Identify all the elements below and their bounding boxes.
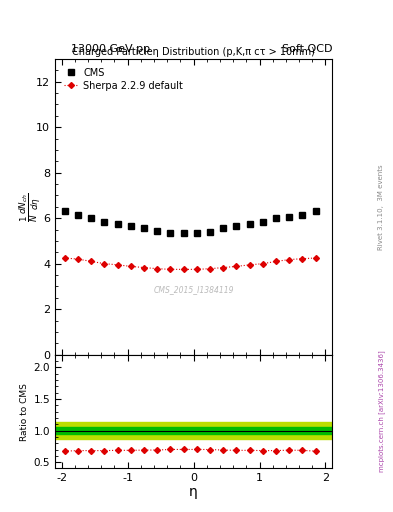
Sherpa 2.2.9 default <box>313 255 318 261</box>
Title: Charged Particleη Distribution (p,K,π cτ > 10mm): Charged Particleη Distribution (p,K,π cτ… <box>72 47 315 57</box>
Sherpa 2.2.9 default <box>89 259 94 265</box>
CMS <box>102 219 107 225</box>
Sherpa 2.2.9 default <box>221 265 226 271</box>
Text: mcplots.cern.ch [arXiv:1306.3436]: mcplots.cern.ch [arXiv:1306.3436] <box>378 351 385 473</box>
CMS <box>195 230 199 236</box>
Sherpa 2.2.9 default <box>155 266 160 272</box>
Sherpa 2.2.9 default <box>168 266 173 272</box>
Sherpa 2.2.9 default <box>274 259 278 265</box>
Sherpa 2.2.9 default <box>76 256 81 262</box>
Bar <box>55 422 332 439</box>
Sherpa 2.2.9 default <box>129 263 133 269</box>
Sherpa 2.2.9 default <box>300 255 305 262</box>
Sherpa 2.2.9 default <box>195 266 199 272</box>
Line: CMS: CMS <box>61 208 319 237</box>
Legend: CMS, Sherpa 2.2.9 default: CMS, Sherpa 2.2.9 default <box>60 63 187 94</box>
Sherpa 2.2.9 default <box>102 261 107 267</box>
CMS <box>274 215 278 221</box>
Y-axis label: $\frac{1}{N}\frac{dN_{ch}}{d\eta}$: $\frac{1}{N}\frac{dN_{ch}}{d\eta}$ <box>18 192 43 222</box>
CMS <box>115 221 120 227</box>
Sherpa 2.2.9 default <box>234 263 239 269</box>
CMS <box>76 211 81 218</box>
Text: Soft QCD: Soft QCD <box>282 44 332 54</box>
Sherpa 2.2.9 default <box>261 261 265 267</box>
Sherpa 2.2.9 default <box>142 265 147 271</box>
Sherpa 2.2.9 default <box>247 262 252 268</box>
CMS <box>89 215 94 221</box>
Sherpa 2.2.9 default <box>287 257 292 263</box>
CMS <box>300 211 305 218</box>
CMS <box>234 223 239 229</box>
CMS <box>181 230 186 236</box>
CMS <box>208 229 212 235</box>
CMS <box>261 219 265 225</box>
Bar <box>55 428 332 434</box>
CMS <box>247 221 252 227</box>
Sherpa 2.2.9 default <box>208 266 212 272</box>
X-axis label: η: η <box>189 485 198 499</box>
CMS <box>221 225 226 231</box>
CMS <box>62 208 67 215</box>
Sherpa 2.2.9 default <box>62 255 67 261</box>
Text: Rivet 3.1.10,  3M events: Rivet 3.1.10, 3M events <box>378 164 384 250</box>
Sherpa 2.2.9 default <box>115 262 120 268</box>
CMS <box>155 228 160 234</box>
Text: 13000 GeV pp: 13000 GeV pp <box>71 44 150 54</box>
Text: CMS_2015_I1384119: CMS_2015_I1384119 <box>153 285 234 294</box>
CMS <box>168 230 173 236</box>
CMS <box>313 208 318 215</box>
Y-axis label: Ratio to CMS: Ratio to CMS <box>20 382 29 440</box>
Sherpa 2.2.9 default <box>181 266 186 272</box>
Line: Sherpa 2.2.9 default: Sherpa 2.2.9 default <box>63 256 318 271</box>
CMS <box>287 214 292 220</box>
CMS <box>142 225 147 231</box>
CMS <box>129 223 133 229</box>
